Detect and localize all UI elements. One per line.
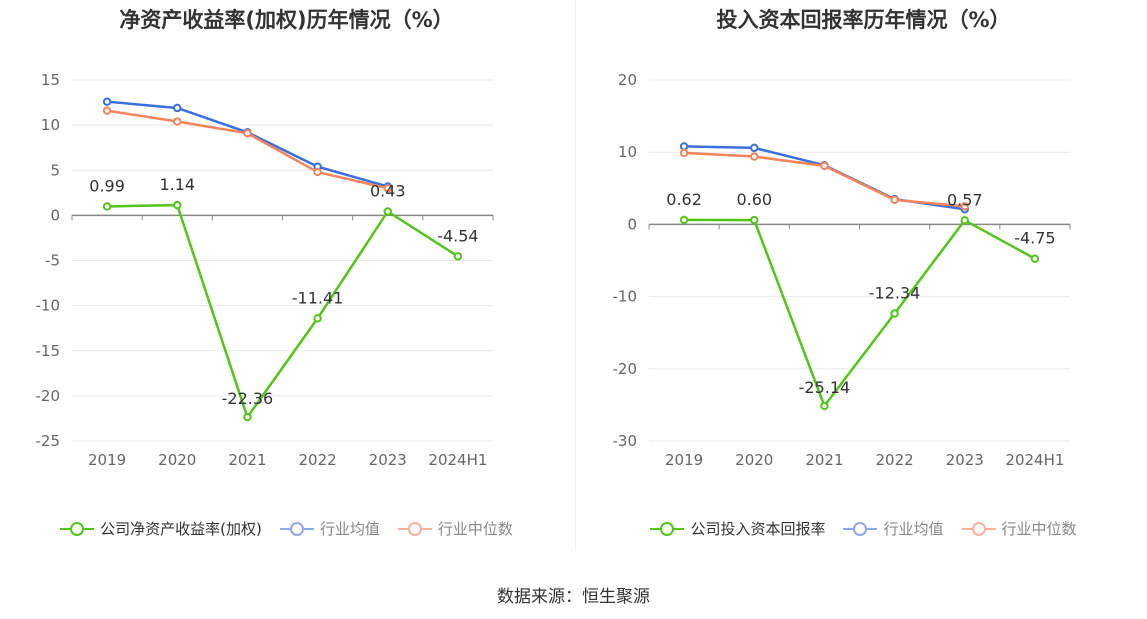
data-label: -12.34 <box>869 283 921 302</box>
chart-legend: 公司净资产收益率(加权) 行业均值 行业中位数 <box>0 518 573 539</box>
x-tick-label: 2022 <box>875 451 913 469</box>
series-point-0 <box>243 412 252 422</box>
legend-label: 行业中位数 <box>1001 520 1077 538</box>
legend-label: 行业均值 <box>883 520 944 538</box>
series-point-1 <box>750 143 759 153</box>
data-label: 0.57 <box>947 190 983 209</box>
series-point-0 <box>102 202 112 211</box>
legend-item-industry-median[interactable]: 行业中位数 <box>397 518 513 539</box>
y-tick-label: 10 <box>618 143 637 161</box>
chart-panel-roic: 投入资本回报率历年情况（%） 20 10 0 -10 -20 -30 2019 2020 202… <box>577 0 1147 560</box>
series-point-2 <box>173 117 182 126</box>
data-label: 1.14 <box>159 175 195 194</box>
legend-marker-icon <box>961 519 996 539</box>
roe-line-chart: 15 10 5 0 -5 -10 -15 -20 -25 2019 2020 2021 2022 2023… <box>36 71 494 469</box>
series-point-2 <box>679 148 689 158</box>
x-tick-label: 2020 <box>158 451 196 469</box>
legend-marker-icon <box>843 519 878 539</box>
series-line-0 <box>684 218 1036 408</box>
legend-item-industry-avg[interactable]: 行业均值 <box>843 518 944 539</box>
series-point-2 <box>890 195 899 205</box>
data-label: -4.75 <box>1014 229 1055 248</box>
data-label: 0.62 <box>666 190 702 209</box>
y-tick-label: -25 <box>36 432 61 450</box>
y-tick-label: -10 <box>36 297 61 315</box>
series-point-0 <box>960 216 969 225</box>
chart-panel-roe: 净资产收益率(加权)历年情况（%） 15 10 5 0 -5 -10 -15 -20 -25 20… <box>0 0 573 560</box>
series-point-0 <box>679 215 689 225</box>
data-label: -22.36 <box>222 389 274 408</box>
x-tick-label: 2024H1 <box>428 451 487 469</box>
x-tick-label: 2019 <box>88 451 126 469</box>
data-source-note: 数据来源：恒生聚源 <box>497 587 650 607</box>
series-point-0 <box>313 314 322 323</box>
series-point-1 <box>173 103 182 113</box>
series-point-0 <box>820 401 829 411</box>
legend-label: 行业均值 <box>319 520 380 538</box>
y-tick-label: 15 <box>41 71 60 89</box>
x-tick-label: 2023 <box>369 451 407 469</box>
legend-marker-icon <box>279 519 314 539</box>
legend-item-company-roic[interactable]: 公司投入资本回报率 <box>650 518 825 539</box>
series-point-0 <box>890 309 899 318</box>
legend-label: 行业中位数 <box>437 520 513 538</box>
data-label: -25.14 <box>799 378 851 397</box>
series-point-2 <box>102 106 112 115</box>
series-point-0 <box>750 215 759 225</box>
series-point-2 <box>820 161 829 171</box>
x-tick-label: 2021 <box>805 451 843 469</box>
series-point-0 <box>453 252 463 261</box>
y-tick-label: -20 <box>613 360 638 378</box>
y-tick-label: -30 <box>613 432 638 450</box>
legend-label: 公司投入资本回报率 <box>690 520 826 538</box>
data-label: -11.41 <box>292 288 344 307</box>
chart-title: 净资产收益率(加权)历年情况（%） <box>119 8 454 32</box>
panel-divider <box>575 0 576 550</box>
series-point-0 <box>173 200 182 210</box>
y-tick-label: -5 <box>45 252 60 270</box>
series-line-2 <box>684 151 965 208</box>
series-line-1 <box>106 100 389 188</box>
x-tick-label: 2024H1 <box>1005 451 1064 469</box>
series-point-2 <box>243 129 252 138</box>
data-label: -4.54 <box>437 226 478 245</box>
y-tick-label: -15 <box>36 342 61 360</box>
x-tick-label: 2021 <box>228 451 266 469</box>
x-tick-label: 2023 <box>946 451 984 469</box>
chart-legend: 公司投入资本回报率 行业均值 行业中位数 <box>577 518 1147 539</box>
series-point-2 <box>750 152 759 161</box>
y-tick-label: -20 <box>36 387 61 405</box>
series-point-0 <box>1030 254 1040 263</box>
series-line-2 <box>106 109 389 190</box>
y-tick-label: 5 <box>50 161 60 179</box>
y-tick-label: -10 <box>613 288 638 306</box>
legend-item-industry-avg[interactable]: 行业均值 <box>279 518 380 539</box>
series-line-0 <box>107 203 459 419</box>
x-tick-label: 2020 <box>735 451 773 469</box>
series-point-2 <box>313 167 322 177</box>
data-label: 0.43 <box>370 181 406 200</box>
series-point-2 <box>960 202 969 211</box>
series-point-2 <box>383 184 392 193</box>
legend-marker-icon <box>650 519 685 539</box>
legend-marker-icon <box>397 519 432 539</box>
chart-title: 投入资本回报率历年情况（%） <box>716 8 1011 32</box>
y-tick-label: 0 <box>627 215 637 233</box>
series-point-1 <box>102 97 112 106</box>
legend-item-company-roe[interactable]: 公司净资产收益率(加权) <box>60 518 262 539</box>
x-tick-label: 2022 <box>298 451 336 469</box>
roic-line-chart: 20 10 0 -10 -20 -30 2019 2020 2021 2022 2023 2024H1… <box>613 71 1071 469</box>
legend-item-industry-median[interactable]: 行业中位数 <box>961 518 1077 539</box>
y-tick-label: 0 <box>50 206 60 224</box>
y-tick-label: 10 <box>41 116 60 134</box>
series-point-0 <box>383 207 392 216</box>
x-tick-label: 2019 <box>665 451 703 469</box>
data-label: 0.60 <box>736 190 772 209</box>
legend-marker-icon <box>60 519 95 539</box>
legend-label: 公司净资产收益率(加权) <box>100 520 262 538</box>
series-point-1 <box>679 142 689 151</box>
y-tick-label: 20 <box>618 71 637 89</box>
data-label: 0.99 <box>89 176 125 195</box>
